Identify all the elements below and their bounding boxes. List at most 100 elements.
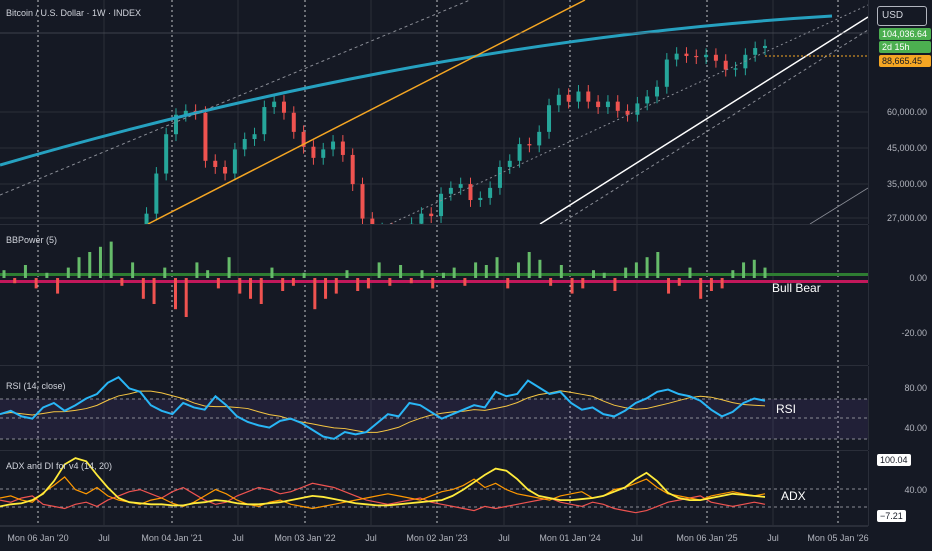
- bbpower-bar: [78, 257, 81, 278]
- candle-body: [665, 60, 669, 87]
- bbpower-bar: [249, 278, 252, 299]
- bbpower-bar: [335, 278, 338, 294]
- adx-axis: 100.04 40.00 −7.21: [868, 451, 932, 526]
- bbpower-bar: [185, 278, 188, 317]
- adx-pane[interactable]: ADX and DI for v4 (14, 20) ADX: [0, 451, 868, 526]
- time-tick: Mon 04 Jan '21: [141, 533, 202, 543]
- bbpower-bar: [195, 262, 198, 278]
- rsi-chart[interactable]: [0, 366, 868, 450]
- candle-body: [203, 113, 207, 161]
- bbpower-bar: [324, 278, 327, 299]
- bbpower-bar: [753, 260, 756, 278]
- bbpower-bar: [217, 278, 220, 288]
- candle-body: [154, 174, 158, 214]
- bbpower-bar: [474, 262, 477, 278]
- candle-body: [586, 92, 590, 102]
- candle-body: [272, 102, 276, 107]
- adx-title: ADX and DI for v4 (14, 20): [6, 461, 112, 471]
- candle-body: [282, 102, 286, 113]
- candle-body: [547, 105, 551, 132]
- candle-body: [576, 92, 580, 102]
- bbpower-bar: [496, 257, 499, 278]
- bbpower-bar: [367, 278, 370, 288]
- candle-body: [419, 214, 423, 224]
- rsi-tick: 80.00: [904, 383, 927, 393]
- bbpower-title: BBPower (5): [6, 235, 57, 245]
- candle-body: [253, 134, 257, 139]
- bbpower-bar: [678, 278, 681, 286]
- price-chart[interactable]: [0, 0, 868, 224]
- bbpower-tick: -20.00: [901, 328, 927, 338]
- candle-body: [508, 161, 512, 167]
- time-tick: Jul: [365, 533, 377, 543]
- candle-body: [321, 149, 325, 157]
- candle-body: [596, 102, 600, 107]
- candle-body: [213, 161, 217, 167]
- candle-body: [459, 184, 463, 188]
- bbpower-bar: [345, 270, 348, 278]
- adx-tick: 40.00: [904, 485, 927, 495]
- candle-body: [439, 194, 443, 216]
- countdown-tag: 2d 15h: [879, 41, 931, 53]
- bbpower-bar: [67, 268, 70, 278]
- bbpower-bar: [463, 278, 466, 286]
- candle-body: [361, 184, 365, 218]
- candle-body: [233, 149, 237, 173]
- time-axis[interactable]: Mon 06 Jan '20 Jul Mon 04 Jan '21 Jul Mo…: [0, 526, 868, 551]
- rsi-title: RSI (14, close): [6, 381, 66, 391]
- bbpower-bar: [131, 262, 134, 278]
- bbpower-bar: [99, 247, 102, 278]
- time-tick: Jul: [631, 533, 643, 543]
- bbpower-bar: [742, 262, 745, 278]
- bbpower-chart[interactable]: [0, 225, 868, 365]
- bbpower-bar: [603, 273, 606, 278]
- candle-body: [753, 48, 757, 55]
- candle-body: [518, 144, 522, 161]
- time-tick: Mon 02 Jan '23: [406, 533, 467, 543]
- bbpower-pane[interactable]: BBPower (5) Bull Bear: [0, 225, 868, 366]
- time-tick: Mon 06 Jan '20: [7, 533, 68, 543]
- adx-low-tag: −7.21: [877, 510, 906, 522]
- bbpower-bar: [56, 278, 59, 294]
- candle-body: [694, 56, 698, 57]
- bbpower-tick: 0.00: [909, 273, 927, 283]
- adx-chart[interactable]: [0, 451, 868, 525]
- bbpower-bar: [624, 268, 627, 278]
- bbpower-bar: [24, 265, 27, 278]
- candle-body: [567, 95, 571, 102]
- channel-line: [810, 188, 868, 224]
- bbpower-bar: [667, 278, 670, 294]
- candle-body: [311, 147, 315, 158]
- price-tick: 45,000.00: [887, 143, 927, 153]
- candle-body: [351, 155, 355, 184]
- time-tick: Mon 01 Jan '24: [539, 533, 600, 543]
- price-axis[interactable]: USD 104,036.64 2d 15h 88,665.45 60,000.0…: [868, 0, 932, 224]
- currency-button[interactable]: USD: [877, 6, 927, 26]
- candle-body: [763, 46, 767, 48]
- bbpower-bar: [45, 273, 48, 278]
- bbpower-bar: [120, 278, 123, 286]
- bbpower-bar: [442, 273, 445, 278]
- bbpower-bar: [528, 252, 531, 278]
- bbpower-bar: [646, 257, 649, 278]
- bbpower-bar: [731, 270, 734, 278]
- symbol-title: Bitcoin / U.S. Dollar · 1W · INDEX: [6, 8, 141, 18]
- bbpower-bar: [303, 273, 306, 278]
- candle-body: [606, 102, 610, 107]
- price-pane[interactable]: Bitcoin / U.S. Dollar · 1W · INDEX: [0, 0, 868, 225]
- bbpower-bar: [163, 268, 166, 278]
- bbpower-bar: [35, 278, 38, 288]
- candle-body: [626, 111, 630, 115]
- candle-body: [527, 144, 531, 145]
- candle-body: [488, 188, 492, 198]
- candle-body: [704, 55, 708, 57]
- rsi-pane[interactable]: RSI (14, close) RSI: [0, 366, 868, 451]
- bbpower-bar: [764, 268, 767, 278]
- candle-body: [331, 142, 335, 150]
- adx-label: ADX: [781, 489, 806, 503]
- bbpower-bar: [538, 260, 541, 278]
- bbpower-bar: [378, 262, 381, 278]
- bbpower-bar: [110, 242, 113, 278]
- bbpower-bar: [453, 268, 456, 278]
- time-tick: Mon 03 Jan '22: [274, 533, 335, 543]
